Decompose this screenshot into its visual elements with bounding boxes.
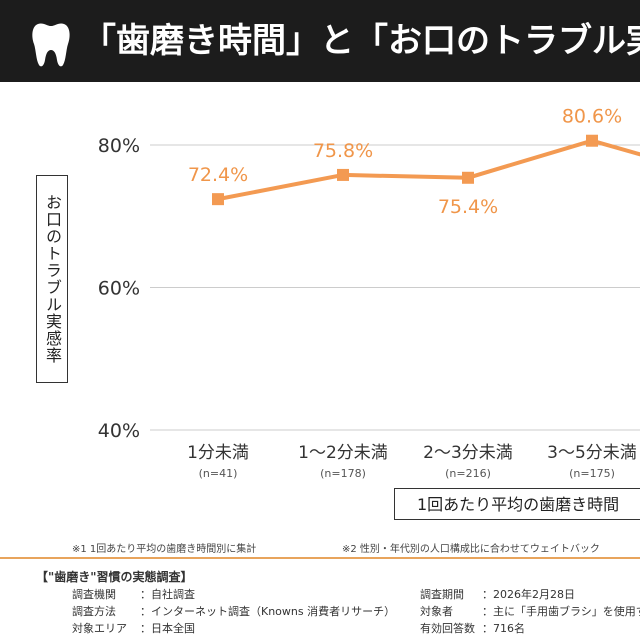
tooth-icon bbox=[32, 23, 70, 67]
y-axis-label-box: お口のトラブル実感率 bbox=[36, 175, 68, 383]
survey-key: 調査方法 bbox=[72, 605, 116, 618]
x-tick-label: 3〜5分未満 bbox=[547, 443, 637, 463]
survey-row-responses: 有効回答数 ：716名 bbox=[420, 620, 525, 636]
survey-key: 調査機関 bbox=[72, 588, 116, 601]
survey-row-period: 調査期間 ：2026年2月28日 bbox=[420, 586, 575, 602]
series-line-path bbox=[217, 138, 640, 202]
x-axis-label: 1回あたり平均の歯磨き時間 bbox=[417, 495, 620, 514]
page-title: 「歯磨き時間」と「お口のトラブル実 bbox=[82, 21, 640, 61]
survey-row-institution: 調査機関 ：自社調査 bbox=[72, 586, 195, 602]
data-label: 75.8% bbox=[313, 140, 373, 162]
survey-key: 対象者 bbox=[420, 605, 453, 618]
data-point bbox=[586, 134, 598, 147]
data-point bbox=[462, 171, 474, 184]
x-tick-sample-size: (n=216) bbox=[445, 467, 491, 480]
survey-row-target: 対象者 ：主に「手用歯ブラシ」を使用す bbox=[420, 603, 640, 619]
survey-key: 有効回答数 bbox=[420, 622, 475, 635]
survey-value: ：インターネット調査（Knowns 消費者リサーチ） bbox=[140, 605, 396, 618]
data-label: 75.4% bbox=[438, 196, 498, 218]
divider bbox=[0, 557, 640, 559]
footnotes: ※1 1回あたり平均の歯磨き時間別に集計 ※2 性別・年代別の人口構成比に合わせ… bbox=[0, 538, 640, 558]
y-tick-label: 80% bbox=[98, 135, 140, 157]
data-points bbox=[212, 134, 598, 206]
footnote-2: ※2 性別・年代別の人口構成比に合わせてウェイトバック bbox=[342, 544, 600, 555]
survey-row-area: 対象エリア ：日本全国 bbox=[72, 620, 195, 636]
line-chart: 80% 60% 40% 1分未満 (n=41) 1〜2分未満 (n=178) 2〜3分未満 (… bbox=[98, 106, 640, 480]
x-tick-labels: 1分未満 (n=41) 1〜2分未満 (n=178) 2〜3分未満 (n=216) 3〜5分… bbox=[187, 443, 637, 480]
survey-value: ：日本全国 bbox=[140, 622, 195, 635]
x-tick-label: 1分未満 bbox=[187, 443, 249, 463]
survey-row-method: 調査方法 ：インターネット調査（Knowns 消費者リサーチ） bbox=[72, 603, 395, 619]
x-tick-sample-size: (n=178) bbox=[320, 467, 366, 480]
survey-value: ：716名 bbox=[482, 622, 525, 635]
series-line bbox=[217, 138, 640, 202]
data-point bbox=[337, 168, 349, 181]
survey-info: 【"歯磨き"習慣の実態調査】 調査機関 ：自社調査 調査方法 ：インターネット調査（… bbox=[0, 560, 640, 640]
y-axis-label: お口のトラブル実感率 bbox=[43, 194, 62, 364]
y-tick-label: 40% bbox=[98, 420, 140, 442]
x-axis-label-box: 1回あたり平均の歯磨き時間 bbox=[394, 488, 640, 520]
x-tick-sample-size: (n=175) bbox=[569, 467, 615, 480]
data-labels: 72.4% 75.8% 75.4% 80.6% bbox=[188, 106, 622, 218]
survey-key: 対象エリア bbox=[72, 622, 127, 635]
survey-value: ：自社調査 bbox=[140, 588, 195, 601]
data-label: 72.4% bbox=[188, 164, 248, 186]
x-tick-label: 1〜2分未満 bbox=[298, 443, 388, 463]
survey-key: 調査期間 bbox=[420, 588, 464, 601]
survey-title: 【"歯磨き"習慣の実態調査】 bbox=[36, 570, 193, 584]
grid-lines bbox=[150, 144, 640, 431]
data-label: 80.6% bbox=[562, 106, 622, 128]
survey-value: ：2026年2月28日 bbox=[482, 588, 575, 601]
header-banner: 「歯磨き時間」と「お口のトラブル実 bbox=[0, 0, 640, 82]
footnote-1: ※1 1回あたり平均の歯磨き時間別に集計 bbox=[72, 544, 257, 555]
x-tick-sample-size: (n=41) bbox=[199, 467, 238, 480]
x-tick-label: 2〜3分未満 bbox=[423, 443, 513, 463]
data-point bbox=[212, 193, 224, 206]
y-tick-label: 60% bbox=[98, 278, 140, 300]
y-tick-labels: 80% 60% 40% bbox=[98, 135, 140, 442]
survey-value: ：主に「手用歯ブラシ」を使用す bbox=[482, 605, 640, 618]
